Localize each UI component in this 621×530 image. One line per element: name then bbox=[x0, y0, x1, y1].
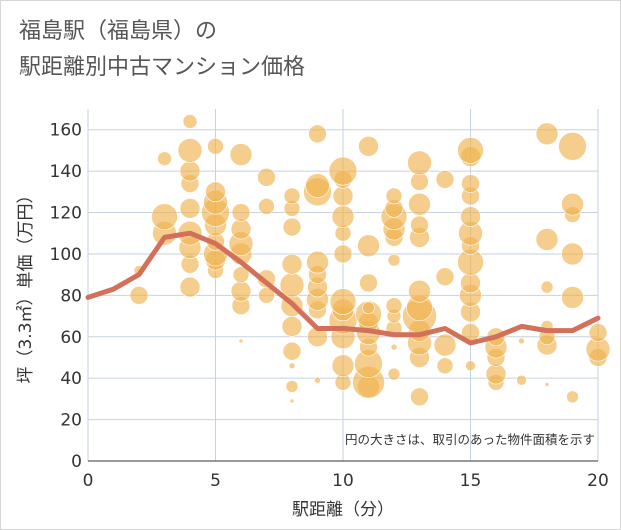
chart-title-line1: 福島駅（福島県）の bbox=[19, 19, 218, 44]
data-bubble bbox=[229, 143, 253, 166]
data-bubble bbox=[332, 185, 354, 207]
data-bubble bbox=[289, 398, 295, 404]
data-bubble bbox=[362, 301, 375, 315]
data-bubble bbox=[314, 376, 321, 384]
data-bubble bbox=[410, 215, 429, 235]
data-bubble bbox=[285, 380, 299, 393]
data-bubble bbox=[407, 150, 432, 176]
data-bubble bbox=[305, 173, 330, 198]
data-bubble bbox=[390, 343, 398, 351]
data-bubble bbox=[279, 272, 305, 298]
data-bubble bbox=[408, 192, 431, 216]
data-bubble bbox=[561, 192, 584, 216]
data-bubble bbox=[179, 198, 201, 219]
data-bubble bbox=[460, 206, 481, 227]
data-bubble bbox=[230, 280, 252, 302]
data-bubble bbox=[282, 217, 302, 237]
data-bubble bbox=[460, 272, 481, 294]
data-bubble bbox=[328, 156, 358, 186]
data-bubble bbox=[205, 181, 226, 203]
data-bubble bbox=[230, 218, 252, 240]
data-bubble bbox=[588, 323, 608, 342]
bubble-layer bbox=[129, 114, 611, 407]
data-bubble bbox=[566, 390, 579, 404]
data-bubble bbox=[281, 316, 303, 337]
y-ticks: 0 20 40 60 80 100 120 140 160 bbox=[50, 121, 82, 472]
data-bubble bbox=[359, 273, 378, 293]
data-bubble bbox=[561, 242, 584, 266]
y-tick-label: 100 bbox=[50, 245, 82, 265]
data-bubble bbox=[129, 286, 149, 305]
data-bubble bbox=[177, 138, 203, 163]
data-bubble bbox=[182, 114, 198, 129]
data-bubble bbox=[461, 174, 480, 193]
data-bubble bbox=[385, 297, 403, 315]
data-bubble bbox=[540, 280, 554, 294]
data-bubble bbox=[387, 253, 401, 267]
data-bubble bbox=[157, 151, 172, 166]
x-tick-label: 5 bbox=[210, 471, 221, 491]
y-tick-label: 120 bbox=[50, 204, 82, 224]
y-tick-label: 140 bbox=[50, 162, 82, 182]
data-bubble bbox=[238, 338, 244, 344]
x-axis-label: 駅距離（分） bbox=[292, 500, 394, 520]
data-bubble bbox=[333, 244, 353, 264]
data-bubble bbox=[535, 228, 559, 251]
data-bubble bbox=[561, 286, 584, 309]
data-bubble bbox=[408, 279, 431, 303]
data-bubble bbox=[331, 205, 355, 228]
y-tick-label: 0 bbox=[71, 452, 82, 472]
data-bubble bbox=[283, 187, 301, 205]
y-tick-label: 80 bbox=[60, 286, 82, 306]
data-bubble bbox=[308, 124, 327, 144]
data-bubble bbox=[331, 354, 355, 378]
data-bubble bbox=[518, 337, 525, 345]
data-bubble bbox=[558, 131, 587, 161]
data-bubble bbox=[282, 341, 302, 361]
y-tick-label: 20 bbox=[60, 411, 82, 431]
data-bubble bbox=[410, 387, 429, 407]
data-bubble bbox=[544, 382, 550, 387]
chart-title-line2: 駅距離別中古マンション価格 bbox=[19, 55, 306, 80]
data-bubble bbox=[258, 198, 275, 215]
y-axis-label: 坪（3.3㎡）単価（万円） bbox=[16, 186, 36, 383]
data-bubble bbox=[387, 367, 401, 381]
data-bubble bbox=[329, 288, 357, 315]
data-bubble bbox=[385, 187, 403, 205]
chart-note: 円の大きさは、取引のあった物件面積を示す bbox=[345, 432, 595, 447]
data-bubble bbox=[435, 267, 455, 287]
data-bubble bbox=[151, 203, 178, 230]
y-tick-label: 40 bbox=[60, 369, 82, 389]
data-bubble bbox=[516, 374, 527, 386]
data-bubble bbox=[281, 253, 303, 275]
data-bubble bbox=[485, 363, 507, 385]
data-bubble bbox=[231, 203, 251, 222]
data-bubble bbox=[410, 172, 429, 191]
data-bubble bbox=[436, 357, 454, 375]
data-bubble bbox=[179, 276, 201, 298]
x-tick-label: 0 bbox=[83, 471, 94, 491]
data-bubble bbox=[465, 360, 476, 372]
y-tick-label: 160 bbox=[50, 121, 82, 141]
data-bubble bbox=[535, 122, 559, 146]
data-bubble bbox=[288, 362, 296, 370]
data-bubble bbox=[306, 250, 329, 274]
x-tick-label: 20 bbox=[587, 471, 609, 491]
data-bubble bbox=[357, 234, 380, 257]
y-tick-label: 60 bbox=[60, 328, 82, 348]
x-tick-label: 15 bbox=[460, 471, 482, 491]
trend-line bbox=[85, 230, 601, 346]
data-bubble bbox=[232, 266, 250, 283]
data-bubble bbox=[207, 137, 224, 155]
x-tick-label: 10 bbox=[332, 471, 354, 491]
x-ticks: 0 5 10 15 20 bbox=[83, 471, 609, 491]
data-bubble bbox=[179, 160, 201, 182]
data-bubble bbox=[358, 135, 379, 157]
data-bubble bbox=[433, 333, 457, 357]
data-bubble bbox=[435, 170, 455, 189]
data-bubble bbox=[257, 168, 276, 187]
data-bubble bbox=[457, 137, 484, 164]
